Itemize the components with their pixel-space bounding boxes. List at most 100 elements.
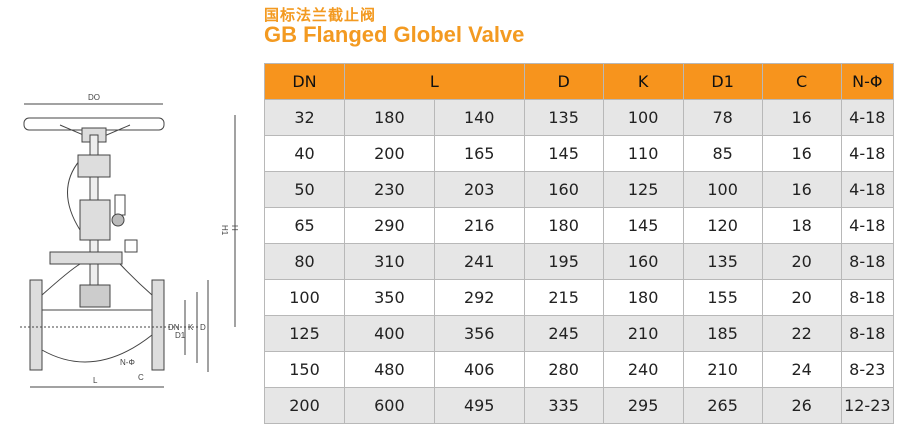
table-row: 80 310 241 195 160 135 20 8-18 — [264, 243, 895, 280]
table-cell: 32 — [264, 99, 345, 136]
table-cell: 18 — [761, 207, 842, 244]
table-cell: 195 — [523, 243, 604, 280]
table-cell: 4-18 — [840, 171, 895, 208]
table-cell: 8-18 — [840, 315, 895, 352]
table-cell: 100 — [682, 171, 763, 208]
table-cell: 140 — [433, 99, 525, 136]
label-n-phi: N-Φ — [120, 358, 135, 367]
table-cell: 335 — [523, 387, 604, 424]
label-do: DO — [88, 93, 100, 102]
table-cell: 160 — [523, 171, 604, 208]
title-chinese: 国标法兰截止阀 — [264, 6, 377, 24]
table-cell: 16 — [761, 171, 842, 208]
table-cell: 145 — [523, 135, 604, 172]
table-cell: 200 — [344, 135, 435, 172]
table-cell: 24 — [761, 351, 842, 388]
table-cell: 20 — [761, 243, 842, 280]
header-l: L — [344, 63, 525, 100]
table-cell: 85 — [682, 135, 763, 172]
table-cell: 210 — [602, 315, 684, 352]
table-cell: 165 — [433, 135, 525, 172]
table-cell: 292 — [433, 279, 525, 316]
table-cell: 245 — [523, 315, 604, 352]
table-cell: 100 — [602, 99, 684, 136]
table-cell: 4-18 — [840, 207, 895, 244]
title-english: GB Flanged Globel Valve — [264, 22, 525, 47]
table-cell: 125 — [602, 171, 684, 208]
header-d: D — [523, 63, 604, 100]
label-h1: H1 — [220, 225, 229, 236]
table-cell: 200 — [264, 387, 345, 424]
table-cell: 265 — [682, 387, 763, 424]
valve-drawing: DO H1 H DN D1 K D N-Φ C L — [20, 93, 239, 388]
table-cell: 110 — [602, 135, 684, 172]
table-cell: 180 — [602, 279, 684, 316]
table-cell: 180 — [344, 99, 435, 136]
table-cell: 135 — [523, 99, 604, 136]
table-row: 125 400 356 245 210 185 22 8-18 — [264, 315, 895, 352]
table-cell: 40 — [264, 135, 345, 172]
table-row: 100 350 292 215 180 155 20 8-18 — [264, 279, 895, 316]
header-dn: DN — [264, 63, 345, 100]
table-cell: 4-18 — [840, 135, 895, 172]
table-cell: 125 — [264, 315, 345, 352]
header-k: K — [602, 63, 684, 100]
table-cell: 295 — [602, 387, 684, 424]
table-row: 50 230 203 160 125 100 16 4-18 — [264, 171, 895, 208]
table-cell: 230 — [344, 171, 435, 208]
label-c: C — [138, 373, 144, 382]
table-cell: 310 — [344, 243, 435, 280]
table-row: 65 290 216 180 145 120 18 4-18 — [264, 207, 895, 244]
table-cell: 100 — [264, 279, 345, 316]
table-cell: 26 — [761, 387, 842, 424]
label-h: H — [230, 225, 239, 231]
table-cell: 4-18 — [840, 99, 895, 136]
table-cell: 65 — [264, 207, 345, 244]
table-cell: 22 — [761, 315, 842, 352]
table-cell: 350 — [344, 279, 435, 316]
table-cell: 480 — [344, 351, 435, 388]
table-cell: 8-18 — [840, 243, 895, 280]
label-l: L — [93, 376, 98, 385]
table-row: 40 200 165 145 110 85 16 4-18 — [264, 135, 895, 172]
table-row: 200 600 495 335 295 265 26 12-23 — [264, 387, 895, 424]
table-cell: 12-23 — [840, 387, 895, 424]
header-d1: D1 — [682, 63, 763, 100]
label-dn: DN — [168, 323, 180, 332]
label-d1: D1 — [175, 331, 186, 340]
table-cell: 290 — [344, 207, 435, 244]
table-cell: 16 — [761, 135, 842, 172]
table-cell: 8-23 — [840, 351, 895, 388]
table-cell: 400 — [344, 315, 435, 352]
table-cell: 280 — [523, 351, 604, 388]
table-cell: 203 — [433, 171, 525, 208]
valve-dimensions-table: DN L D K D1 C N-Φ 32 180 140 135 100 78 16 4-18… — [264, 63, 895, 424]
table-cell: 16 — [761, 99, 842, 136]
label-d: D — [200, 323, 206, 332]
table-cell: 135 — [682, 243, 763, 280]
table-cell: 180 — [523, 207, 604, 244]
table-cell: 50 — [264, 171, 345, 208]
table-cell: 356 — [433, 315, 525, 352]
table-cell: 406 — [433, 351, 525, 388]
table-cell: 210 — [682, 351, 763, 388]
table-cell: 185 — [682, 315, 763, 352]
table-cell: 80 — [264, 243, 345, 280]
table-cell: 78 — [682, 99, 763, 136]
header-n-phi: N-Φ — [840, 63, 895, 100]
table-row: 32 180 140 135 100 78 16 4-18 — [264, 99, 895, 136]
table-cell: 240 — [602, 351, 684, 388]
table-cell: 145 — [602, 207, 684, 244]
header-c: C — [761, 63, 842, 100]
table-cell: 120 — [682, 207, 763, 244]
table-cell: 216 — [433, 207, 525, 244]
table-cell: 215 — [523, 279, 604, 316]
table-cell: 241 — [433, 243, 525, 280]
table-cell: 8-18 — [840, 279, 895, 316]
label-k: K — [188, 323, 194, 332]
table-cell: 495 — [433, 387, 525, 424]
table-cell: 150 — [264, 351, 345, 388]
table-header-row: DN L D K D1 C N-Φ — [264, 63, 895, 100]
table-cell: 600 — [344, 387, 435, 424]
table-row: 150 480 406 280 240 210 24 8-23 — [264, 351, 895, 388]
